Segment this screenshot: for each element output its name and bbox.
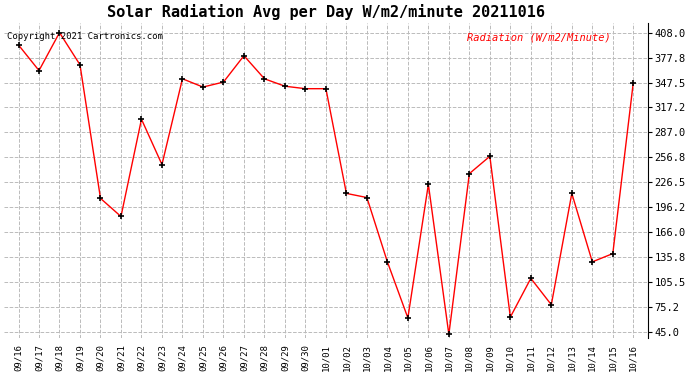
Text: Radiation (W/m2/Minute): Radiation (W/m2/Minute) xyxy=(467,32,611,42)
Title: Solar Radiation Avg per Day W/m2/minute 20211016: Solar Radiation Avg per Day W/m2/minute … xyxy=(107,4,545,20)
Text: Copyright 2021 Cartronics.com: Copyright 2021 Cartronics.com xyxy=(8,32,164,41)
